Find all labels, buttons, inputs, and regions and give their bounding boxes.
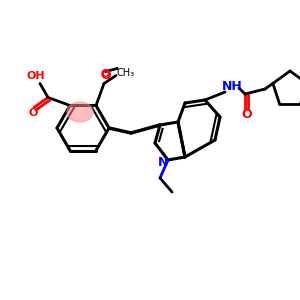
Text: CH₃: CH₃	[117, 68, 135, 79]
Ellipse shape	[67, 102, 93, 122]
Text: O: O	[242, 109, 252, 122]
Text: N: N	[158, 157, 168, 169]
Text: OH: OH	[27, 71, 45, 82]
Text: O: O	[28, 109, 38, 118]
Text: O: O	[101, 69, 111, 82]
Text: NH: NH	[222, 80, 242, 94]
Text: O: O	[100, 70, 110, 80]
